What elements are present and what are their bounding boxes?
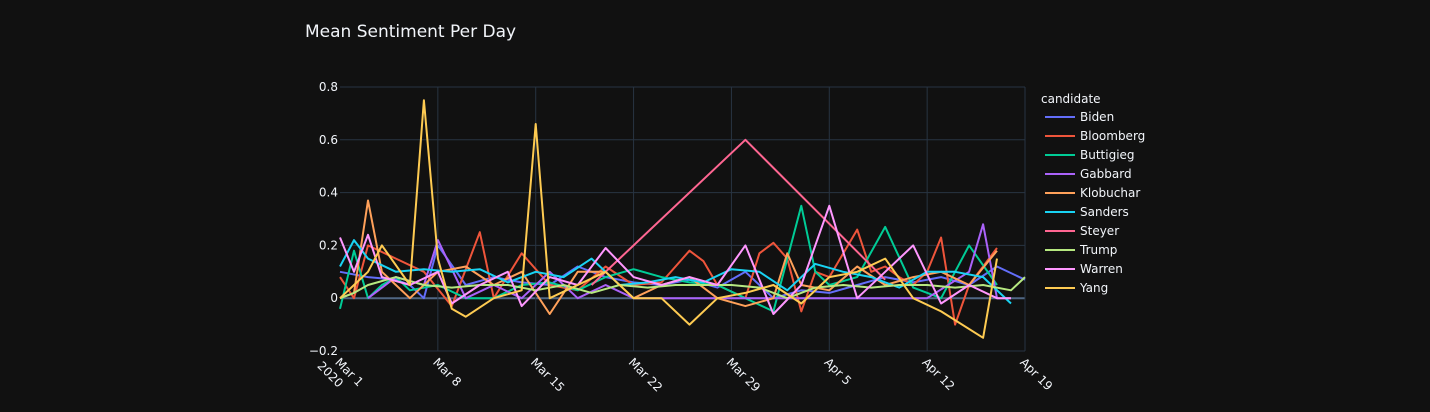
legend-item-warren[interactable]: Warren [1045,262,1123,276]
x-tick: Mar 15 [528,355,567,394]
legend-label: Klobuchar [1080,186,1140,200]
legend-label: Buttigieg [1080,148,1135,162]
x-tick-label: Apr 19 [1017,355,1055,393]
x-tick: Mar 8 [430,355,464,389]
legend-label: Biden [1080,110,1114,124]
y-tick-label: 0.2 [319,238,338,252]
legend-label: Yang [1079,281,1108,295]
y-tick-label: 0.6 [319,133,338,147]
legend-label: Steyer [1080,224,1119,238]
legend-label: Gabbard [1080,167,1132,181]
legend-item-klobuchar[interactable]: Klobuchar [1045,186,1140,200]
series-line-steyer [590,138,886,286]
legend[interactable]: candidate Biden Bloomberg Buttigieg Gabbard… [1041,92,1145,295]
x-tick: Mar 29 [724,355,763,394]
series-lines [339,99,1026,339]
legend-item-gabbard[interactable]: Gabbard [1045,167,1132,181]
legend-label: Bloomberg [1080,129,1145,143]
chart-title: Mean Sentiment Per Day [305,22,516,42]
x-tick-label: Mar 29 [724,355,763,394]
gridlines [340,86,1026,352]
x-tick-label: Mar 8 [430,355,464,389]
legend-title: candidate [1041,92,1101,106]
series-line-yang [339,99,998,339]
series-line-warren [339,204,1011,315]
y-tick-label: 0.4 [319,186,338,200]
x-tick: Mar 22 [626,355,665,394]
legend-item-steyer[interactable]: Steyer [1045,224,1119,238]
legend-item-yang[interactable]: Yang [1045,281,1108,295]
x-tick-label: Apr 5 [822,355,855,388]
x-tick-label: Apr 12 [919,355,957,393]
legend-label: Trump [1079,243,1117,257]
x-tick: Apr 12 [919,355,957,393]
y-tick-label: 0 [330,291,338,305]
legend-item-buttigieg[interactable]: Buttigieg [1045,148,1135,162]
x-tick-label: Mar 15 [528,355,567,394]
x-tick: Apr 19 [1017,355,1055,393]
legend-label: Sanders [1080,205,1129,219]
series-line-klobuchar [339,199,998,315]
y-tick-label: −0.2 [309,344,338,358]
legend-item-sanders[interactable]: Sanders [1045,205,1129,219]
legend-item-trump[interactable]: Trump [1045,243,1117,257]
legend-item-biden[interactable]: Biden [1045,110,1114,124]
y-tick-label: 0.8 [319,80,338,94]
legend-label: Warren [1080,262,1123,276]
legend-item-bloomberg[interactable]: Bloomberg [1045,129,1145,143]
series-line-trump [339,276,1026,300]
y-axis-ticks: −0.2 0 0.2 0.4 0.6 0.8 [309,80,338,358]
x-tick-label: Mar 22 [626,355,665,394]
x-tick: Apr 5 [822,355,855,388]
